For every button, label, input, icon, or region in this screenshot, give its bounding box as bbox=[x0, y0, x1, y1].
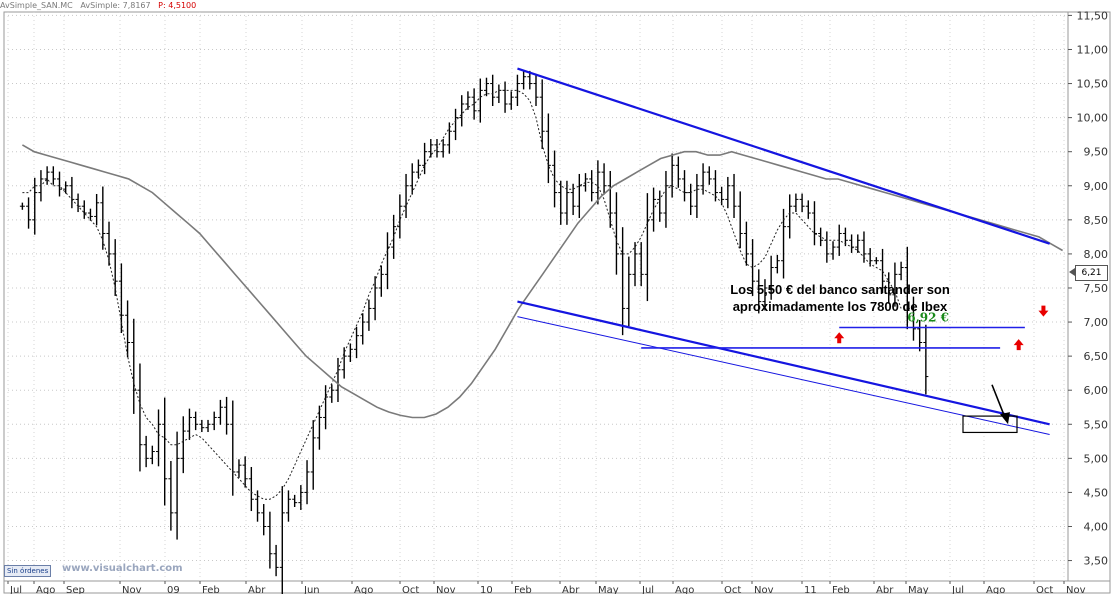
x-tick-label: Ago bbox=[675, 585, 694, 594]
ma-fast-line bbox=[22, 89, 902, 500]
x-tick-label: May bbox=[598, 585, 619, 594]
up-arrow-icon bbox=[1013, 339, 1024, 351]
down-arrow-icon bbox=[1038, 305, 1049, 317]
x-tick-label: Nov bbox=[122, 585, 142, 594]
trendline-upper-channel bbox=[517, 67, 1050, 245]
x-tick-label: 11 bbox=[804, 585, 817, 594]
y-tick-label: 7,50 bbox=[1084, 282, 1109, 295]
annotation-692-label: 6,92 € bbox=[907, 311, 949, 325]
x-tick-label: Feb bbox=[832, 585, 850, 594]
x-tick-label: Nov bbox=[436, 585, 456, 594]
x-tick-label: 09 bbox=[167, 585, 180, 594]
y-tick-label: 8,50 bbox=[1084, 214, 1109, 227]
up-arrow-icon bbox=[834, 332, 845, 344]
x-tick-label: Ago bbox=[36, 585, 55, 594]
x-axis-panel bbox=[3, 580, 1111, 594]
y-tick-label: 4,50 bbox=[1084, 486, 1109, 499]
x-tick-label: Jul bbox=[641, 585, 654, 594]
trendline-lower-channel bbox=[517, 300, 1050, 426]
target-box bbox=[962, 415, 1018, 434]
watermark-text: www.visualchart.com bbox=[62, 563, 183, 574]
last-price-tag: 6,21 bbox=[1075, 265, 1108, 281]
y-tick-label: 6,00 bbox=[1084, 384, 1109, 397]
x-tick-label: Oct bbox=[402, 585, 419, 594]
y-tick-label: 9,50 bbox=[1084, 146, 1109, 159]
header-symbol: AvSimple_SAN.MC bbox=[0, 1, 73, 10]
y-tick-label: 4,00 bbox=[1084, 520, 1109, 533]
y-tick-label: 5,50 bbox=[1084, 418, 1109, 431]
y-tick-label: 5,00 bbox=[1084, 452, 1109, 465]
x-tick-label: Ago bbox=[354, 585, 373, 594]
x-tick-label: Sep bbox=[66, 585, 85, 594]
x-tick-label: Oct bbox=[724, 585, 741, 594]
x-tick-label: Jul bbox=[951, 585, 964, 594]
x-tick-label: Abr bbox=[562, 585, 580, 594]
annotation-line-1: Los 5,50 € del banco santander son bbox=[730, 282, 950, 297]
x-tick-label: Abr bbox=[876, 585, 894, 594]
ohlc-bars bbox=[19, 70, 929, 594]
y-tick-label: 10,00 bbox=[1077, 112, 1109, 125]
y-tick-label: 6,50 bbox=[1084, 350, 1109, 363]
x-tick-label: Nov bbox=[1066, 585, 1086, 594]
last-price-pointer-icon bbox=[1069, 268, 1075, 276]
y-axis-panel bbox=[1067, 11, 1111, 582]
y-tick-label: 3,50 bbox=[1084, 555, 1109, 568]
y-tick-label: 8,00 bbox=[1084, 248, 1109, 261]
target-arrow-head-icon bbox=[1000, 412, 1010, 425]
x-tick-label: Jun bbox=[303, 585, 320, 594]
x-tick-label: May bbox=[908, 585, 929, 594]
header-price: P: 4,5100 bbox=[158, 1, 197, 10]
chart-header: AvSimple_SAN.MC AvSimple: 7,8167 P: 4,51… bbox=[0, 0, 201, 12]
y-tick-label: 7,00 bbox=[1084, 316, 1109, 329]
annotation-line-2: aproximadamente los 7800 de Ibex bbox=[733, 299, 948, 314]
y-tick-label: 11,00 bbox=[1077, 43, 1109, 56]
y-tick-label: 9,00 bbox=[1084, 180, 1109, 193]
header-indicator: AvSimple: 7,8167 bbox=[80, 1, 151, 10]
x-tick-label: 10 bbox=[480, 585, 493, 594]
x-tick-label: Feb bbox=[514, 585, 532, 594]
x-tick-label: Oct bbox=[1036, 585, 1053, 594]
x-tick-label: Feb bbox=[202, 585, 220, 594]
ma-slow-line bbox=[22, 144, 1063, 419]
x-tick-label: Abr bbox=[248, 585, 266, 594]
x-tick-label: Ago bbox=[986, 585, 1005, 594]
trendline-lower-channel-thin bbox=[517, 316, 1050, 435]
x-tick-label: Jul bbox=[9, 585, 22, 594]
y-tick-label: 10,50 bbox=[1077, 78, 1109, 91]
x-tick-label: Nov bbox=[754, 585, 774, 594]
y-tick-label: 11,50 bbox=[1077, 9, 1109, 22]
orders-button[interactable]: Sin órdenes bbox=[4, 565, 52, 577]
